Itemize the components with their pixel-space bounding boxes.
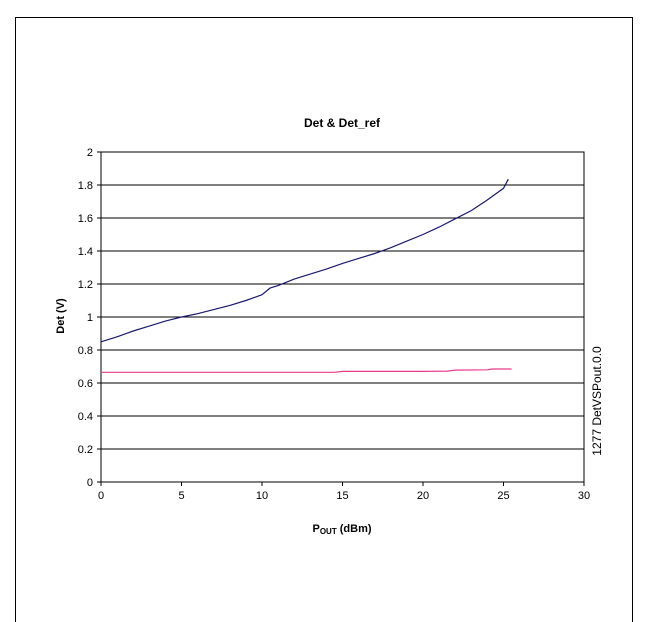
side-label: 1277 DetVSPout.0.0: [590, 346, 604, 456]
series-group: [100, 178, 512, 373]
plot-border: [100, 151, 585, 483]
y-tick-label: 0.4: [78, 411, 93, 423]
plot-area: [100, 151, 585, 483]
x-tick-label: 5: [178, 490, 184, 502]
y-tick-labels: 0 0.2 0.4 0.6 0.8 1 1.2 1.4 1.6 1.8 2: [78, 147, 93, 489]
y-axis-title: Det (V): [55, 298, 67, 334]
gridlines: [97, 151, 585, 486]
y-tick-label: 1.6: [78, 213, 93, 225]
x-tick-label: 30: [578, 490, 590, 502]
y-tick-label: 1: [87, 312, 93, 324]
x-tick-label: 20: [417, 490, 429, 502]
series-line-2: [101, 368, 512, 373]
series-line-1: [100, 178, 509, 343]
x-tick-label: 25: [497, 490, 509, 502]
x-axis-title: POUT (dBm): [312, 523, 371, 536]
x-axis-title-subscript: OUT: [320, 527, 337, 536]
chart-frame: [15, 17, 633, 622]
y-tick-label: 1.2: [78, 279, 93, 291]
y-tick-label: 0: [87, 477, 93, 489]
x-axis-title-unit: (dBm): [337, 523, 372, 535]
x-tick-label: 10: [256, 490, 268, 502]
x-tick-labels: 0 5 10 15 20 25 30: [98, 490, 590, 502]
x-tick-label: 0: [98, 490, 104, 502]
y-tick-label: 1.4: [78, 246, 93, 258]
x-axis-title-main: P: [312, 523, 319, 535]
y-tick-label: 2: [87, 147, 93, 159]
chart-title: Det & Det_ref: [304, 116, 381, 130]
y-tick-label: 0.2: [78, 444, 93, 456]
y-tick-label: 1.8: [78, 180, 93, 192]
x-tick-label: 15: [336, 490, 348, 502]
y-tick-label: 0.6: [78, 378, 93, 390]
y-tick-label: 0.8: [78, 345, 93, 357]
